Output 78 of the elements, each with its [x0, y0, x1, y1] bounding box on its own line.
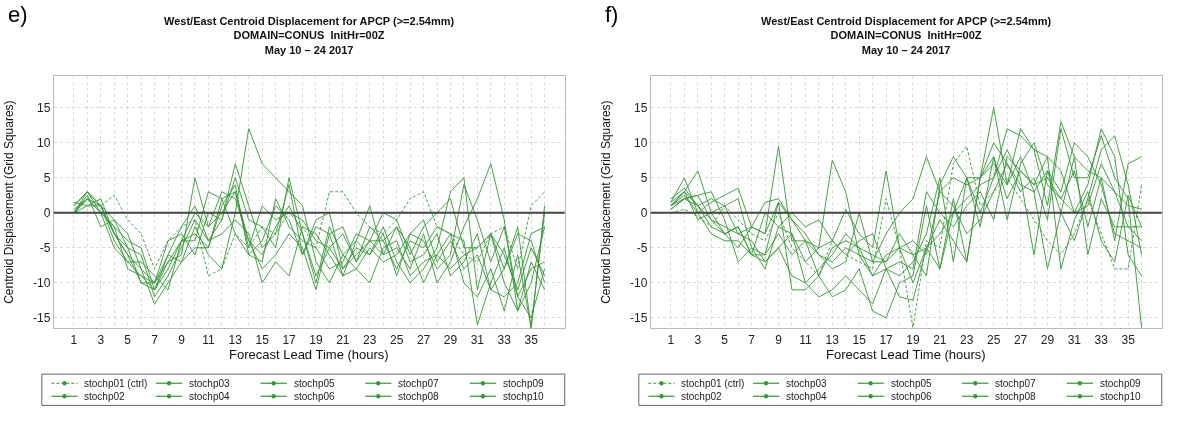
y-tick-label: 0: [43, 205, 51, 220]
legend-label: stochp06: [294, 391, 336, 402]
x-tick-label: 27: [1013, 332, 1028, 347]
legend-label: stochp01 (ctrl): [681, 378, 745, 389]
x-tick-label: 1: [667, 332, 675, 347]
x-tick-label: 3: [694, 332, 702, 347]
legend-label: stochp02: [84, 391, 126, 402]
text: f): [605, 2, 619, 27]
x-tick-label: 33: [1094, 332, 1109, 347]
x-tick-label: 17: [282, 332, 297, 347]
y-tick-label: 15: [36, 100, 51, 115]
x-tick-label: 13: [228, 332, 243, 347]
x-tick-label: 19: [309, 332, 323, 347]
legend-label: stochp06: [891, 391, 933, 402]
x-tick-label: 13: [825, 332, 840, 347]
x-tick-label: 3: [97, 332, 105, 347]
legend-label: stochp03: [786, 378, 828, 389]
chart-title: West/East Centroid Displacement for APCP (>=2.54mm) DOMAIN=CONUS InitHr=00Z May 10 – 24 2017: [761, 15, 1052, 56]
legend-label: stochp07: [398, 378, 440, 389]
y-tick-label: 15: [633, 100, 648, 115]
x-tick-label: 35: [524, 332, 539, 347]
y-tick-label: -5: [636, 241, 648, 256]
x-tick-label: 19: [906, 332, 920, 347]
x-tick-label: 15: [255, 332, 270, 347]
legend-label: stochp05: [294, 378, 336, 389]
x-tick-label: 9: [178, 332, 186, 347]
y-tick-label: -5: [39, 241, 51, 256]
legend-label: stochp08: [398, 391, 440, 402]
x-tick-label: 25: [986, 332, 1001, 347]
x-axis-title: Forecast Lead Time (hours): [826, 347, 986, 362]
y-axis-title: Centroid Displacement (Grid Squares): [2, 100, 17, 304]
x-tick-label: 15: [852, 332, 867, 347]
x-tick-label: 33: [497, 332, 512, 347]
y-tick-label: -15: [32, 311, 51, 326]
x-tick-label: 7: [748, 332, 756, 347]
y-tick-label: 10: [36, 135, 51, 150]
legend-label: stochp10: [503, 391, 545, 402]
legend-label: stochp10: [1100, 391, 1142, 402]
y-tick-label: 10: [633, 135, 648, 150]
x-tick-label: 7: [151, 332, 159, 347]
y-tick-label: 0: [640, 205, 648, 220]
y-tick-label: 5: [640, 170, 648, 185]
x-tick-label: 35: [1121, 332, 1136, 347]
x-tick-label: 9: [775, 332, 783, 347]
x-axis-title: Forecast Lead Time (hours): [229, 347, 389, 362]
legend-label: stochp02: [681, 391, 723, 402]
x-tick-label: 25: [389, 332, 404, 347]
x-tick-label: 31: [470, 332, 485, 347]
y-tick-label: -10: [629, 276, 648, 291]
x-tick-label: 21: [933, 332, 947, 347]
text: e): [8, 2, 28, 27]
x-tick-label: 21: [336, 332, 350, 347]
x-tick-label: 29: [1040, 332, 1055, 347]
legend-label: stochp04: [189, 391, 231, 402]
legend-label: stochp07: [995, 378, 1037, 389]
legend-label: stochp08: [995, 391, 1037, 402]
y-axis-title: Centroid Displacement (Grid Squares): [599, 100, 614, 304]
y-tick-label: -15: [629, 311, 648, 326]
x-tick-label: 31: [1067, 332, 1082, 347]
legend-label: stochp01 (ctrl): [84, 378, 148, 389]
y-tick-label: 5: [43, 170, 51, 185]
x-tick-label: 11: [799, 332, 812, 347]
chart-title: West/East Centroid Displacement for APCP (>=2.54mm) DOMAIN=CONUS InitHr=00Z May 10 – 24 2017: [164, 15, 455, 56]
x-tick-label: 29: [443, 332, 458, 347]
x-tick-label: 5: [124, 332, 132, 347]
x-tick-label: 5: [721, 332, 729, 347]
legend-label: stochp04: [786, 391, 828, 402]
x-tick-label: 1: [70, 332, 78, 347]
x-tick-label: 23: [960, 332, 974, 347]
y-tick-label: -10: [32, 276, 51, 291]
legend-label: stochp09: [503, 378, 545, 389]
legend-label: stochp05: [891, 378, 933, 389]
x-tick-label: 23: [363, 332, 377, 347]
legend-label: stochp03: [189, 378, 231, 389]
x-tick-label: 17: [879, 332, 894, 347]
x-tick-label: 11: [202, 332, 215, 347]
x-tick-label: 27: [416, 332, 431, 347]
legend-label: stochp09: [1100, 378, 1142, 389]
